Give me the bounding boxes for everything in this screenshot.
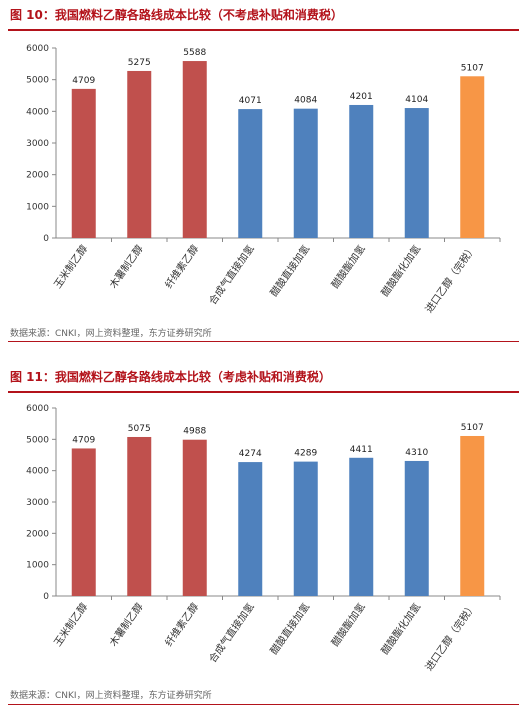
data-label: 4988 (183, 427, 206, 437)
data-label: 5275 (128, 58, 151, 68)
category-label: 醋酸直接加氢 (267, 600, 312, 657)
category-label: 合成气直接加氢 (206, 242, 257, 307)
bar (71, 88, 96, 238)
figure-title: 图 11：我国燃料乙醇各路线成本比较（考虑补贴和消费税） (10, 370, 331, 384)
category-label: 进口乙醇（完税） (422, 242, 479, 315)
category-label: 进口乙醇（完税） (422, 600, 479, 673)
bottom-rule (8, 704, 519, 705)
data-label: 4274 (239, 449, 262, 459)
y-tick-label: 5000 (26, 76, 49, 86)
bar (293, 461, 318, 596)
bar (460, 76, 485, 238)
data-label: 4411 (350, 445, 373, 455)
figure-10: 图 10：我国燃料乙醇各路线成本比较（不考虑补贴和消费税） 0 1000 2000 3… (0, 4, 527, 344)
category-label: 玉米制乙醇 (51, 242, 90, 290)
y-tick-label: 6000 (26, 404, 49, 414)
category-label: 醋酸酯化加氢 (378, 242, 423, 299)
bar (460, 435, 485, 596)
category-label: 醋酸直接加氢 (267, 242, 312, 299)
y-tick-label: 1000 (26, 202, 49, 212)
bar-chart: 0 1000 2000 3000 4000 5000 6000 4709 玉米制乙醇 5075 木薯… (26, 404, 501, 673)
y-tick-label: 1000 (26, 561, 49, 571)
data-label: 5107 (461, 423, 484, 433)
figure-title: 图 10：我国燃料乙醇各路线成本比较（不考虑补贴和消费税） (10, 8, 343, 22)
y-tick-label: 0 (43, 234, 49, 244)
bar (182, 439, 207, 596)
figure-11: 图 11：我国燃料乙醇各路线成本比较（考虑补贴和消费税） 0 1000 2000 30… (0, 366, 527, 706)
data-label: 5588 (183, 48, 206, 58)
category-label: 合成气直接加氢 (206, 600, 257, 665)
data-label: 5107 (461, 63, 484, 73)
bar (238, 462, 263, 596)
bar (71, 448, 96, 596)
bar (349, 457, 374, 596)
category-label: 玉米制乙醇 (51, 600, 90, 648)
data-label: 5075 (128, 424, 151, 434)
data-label: 4709 (72, 435, 95, 445)
y-tick-label: 2000 (26, 529, 49, 539)
y-tick-label: 6000 (26, 44, 49, 54)
data-label: 4201 (350, 92, 373, 102)
bar (127, 70, 152, 238)
data-label: 4071 (239, 96, 262, 106)
data-label: 4310 (405, 448, 428, 458)
data-label: 4104 (405, 95, 428, 105)
y-tick-label: 3000 (26, 498, 49, 508)
data-label: 4289 (294, 449, 317, 459)
category-label: 醋酸酯加氢 (328, 242, 367, 290)
bar (127, 436, 152, 596)
bar (182, 61, 207, 239)
source-note: 数据来源：CNKI，网上资料整理，东方证券研究所 (10, 329, 212, 339)
y-tick-label: 0 (43, 592, 49, 602)
bar (404, 460, 429, 596)
data-label: 4709 (72, 76, 95, 86)
y-tick-label: 4000 (26, 467, 49, 477)
bar (404, 108, 429, 238)
category-label: 木薯制乙醇 (106, 242, 145, 290)
y-tick-label: 5000 (26, 435, 49, 445)
source-note: 数据来源：CNKI，网上资料整理，东方证券研究所 (10, 691, 212, 701)
title-rule (8, 29, 519, 31)
data-label: 4084 (294, 96, 317, 106)
bar (349, 104, 374, 239)
bar-chart: 0 1000 2000 3000 4000 5000 6000 4709 玉米制乙醇 5275 木薯… (26, 44, 501, 315)
category-label: 木薯制乙醇 (106, 600, 145, 648)
y-tick-label: 3000 (26, 139, 49, 149)
title-rule (8, 391, 519, 393)
bottom-rule (8, 341, 519, 342)
category-label: 纤维素乙醇 (162, 242, 201, 290)
y-tick-label: 2000 (26, 171, 49, 181)
bar (293, 108, 318, 238)
category-label: 纤维素乙醇 (162, 600, 201, 648)
y-tick-label: 4000 (26, 107, 49, 117)
category-label: 醋酸酯加氢 (328, 600, 367, 648)
bar (238, 109, 263, 239)
category-label: 醋酸酯化加氢 (378, 600, 423, 657)
